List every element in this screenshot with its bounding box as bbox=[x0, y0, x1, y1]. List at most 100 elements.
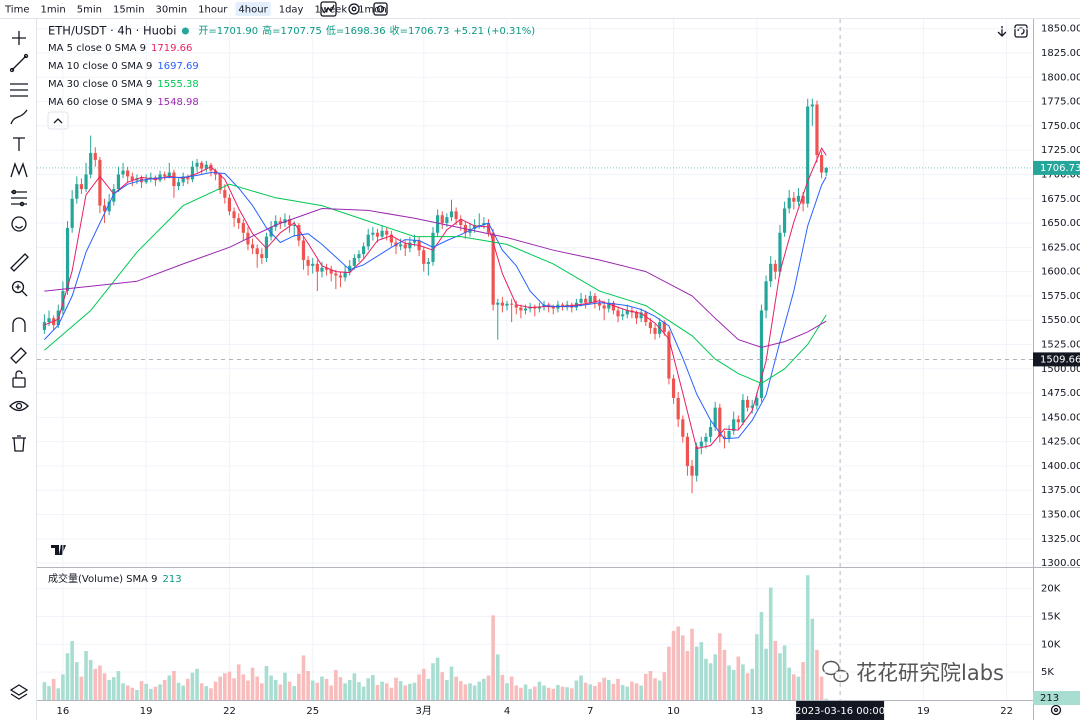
volume-bar bbox=[551, 688, 556, 700]
candle-body bbox=[662, 322, 666, 332]
volume-bar bbox=[477, 681, 482, 700]
scroll-down-button[interactable] bbox=[997, 26, 1007, 37]
volume-bar bbox=[768, 587, 773, 700]
volume-bar bbox=[320, 676, 324, 700]
interval-button[interactable]: Time bbox=[2, 2, 32, 16]
ma-line bbox=[44, 207, 827, 348]
interval-label: 4hour bbox=[238, 5, 268, 16]
interval-button[interactable]: 1week bbox=[311, 2, 350, 16]
tool-crosshair[interactable] bbox=[12, 31, 26, 45]
interval-button[interactable]: 1min bbox=[37, 2, 68, 16]
volume-bar bbox=[144, 683, 148, 700]
volume-bar bbox=[532, 686, 537, 700]
tool-lock[interactable] bbox=[12, 370, 26, 388]
ma-legend-name: MA 30 close 0 SMA 9 bbox=[48, 79, 152, 90]
tool-pattern[interactable] bbox=[10, 162, 28, 178]
volume-bar bbox=[98, 665, 102, 700]
candle-body bbox=[399, 244, 403, 247]
volume-bar bbox=[667, 646, 671, 700]
tool-zoom[interactable] bbox=[11, 280, 28, 297]
interval-button[interactable]: 4hour bbox=[235, 2, 271, 16]
volume-bar bbox=[630, 681, 634, 700]
candle-body bbox=[732, 419, 736, 431]
tool-prediction[interactable] bbox=[11, 189, 27, 207]
volume-bar bbox=[412, 682, 417, 700]
volume-bar bbox=[213, 681, 218, 700]
volume-tick-label: 10K bbox=[1041, 639, 1061, 650]
tool-visibility[interactable] bbox=[9, 400, 29, 412]
interval-button[interactable]: 15min bbox=[110, 2, 148, 16]
volume-bar bbox=[472, 685, 477, 700]
y-tick-label: 1350.00 bbox=[1041, 510, 1080, 521]
candle-body bbox=[690, 465, 694, 476]
interval-button[interactable]: 5min bbox=[74, 2, 105, 16]
volume-bar bbox=[310, 680, 315, 700]
candle-body bbox=[653, 327, 657, 334]
interval-button[interactable]: 1mon bbox=[355, 2, 390, 16]
candle-body bbox=[98, 159, 102, 206]
interval-button[interactable]: 1day bbox=[276, 2, 307, 16]
candle-body bbox=[611, 302, 616, 311]
volume-bar bbox=[565, 687, 569, 700]
candle-body bbox=[255, 248, 259, 255]
volume-bar bbox=[528, 688, 532, 700]
tool-magnet[interactable] bbox=[12, 317, 26, 332]
candle-body bbox=[625, 310, 629, 315]
volume-bar bbox=[792, 674, 796, 700]
volume-bar bbox=[84, 650, 88, 700]
candle-body bbox=[699, 441, 703, 447]
tool-lock-draw[interactable] bbox=[10, 347, 27, 364]
tool-trendline[interactable] bbox=[9, 53, 29, 73]
candle-body bbox=[815, 104, 819, 156]
x-tick-label: 22 bbox=[223, 706, 236, 717]
interval-label: 15min bbox=[113, 5, 145, 16]
candle-body bbox=[371, 232, 375, 235]
ohlc-value: 开=1701.90 bbox=[198, 26, 258, 37]
volume-bar bbox=[699, 642, 704, 700]
volume-bar bbox=[255, 676, 260, 700]
y-tick-label: 1850.00 bbox=[1041, 24, 1080, 35]
volume-bar bbox=[653, 678, 657, 700]
volume-bar bbox=[773, 640, 778, 700]
volume-bar bbox=[273, 679, 278, 700]
y-tick-label: 1725.00 bbox=[1041, 145, 1080, 156]
settings-gear[interactable] bbox=[1050, 704, 1062, 716]
watermark: 花花研究院labs bbox=[856, 661, 1004, 685]
screenshot-button[interactable] bbox=[373, 2, 388, 16]
candle-body bbox=[616, 310, 620, 317]
settings-button[interactable] bbox=[348, 3, 360, 15]
tool-fib[interactable] bbox=[10, 83, 28, 97]
tool-icons[interactable] bbox=[11, 216, 27, 232]
tool-ruler[interactable] bbox=[10, 253, 29, 272]
candle-body bbox=[796, 195, 801, 202]
tool-brush[interactable] bbox=[10, 109, 28, 125]
volume-bar bbox=[537, 681, 542, 700]
volume-bar bbox=[121, 683, 125, 700]
volume-bar bbox=[384, 683, 389, 700]
volume-bar bbox=[505, 683, 509, 700]
volume-bar bbox=[70, 640, 74, 700]
candle-body bbox=[722, 436, 727, 439]
volume-bar bbox=[514, 685, 519, 700]
candle-body bbox=[93, 153, 97, 160]
tool-delete[interactable] bbox=[12, 435, 26, 452]
volume-bar bbox=[523, 684, 528, 700]
layers-button[interactable] bbox=[9, 684, 29, 700]
interval-button[interactable]: 30min bbox=[153, 2, 191, 16]
y-tick-label: 1625.00 bbox=[1041, 242, 1080, 253]
candle-body bbox=[500, 302, 504, 306]
volume-bar bbox=[292, 686, 297, 700]
collapse-legend-button[interactable] bbox=[47, 111, 69, 130]
candle-body bbox=[454, 211, 458, 220]
indicator-button[interactable] bbox=[320, 1, 337, 17]
y-tick-label: 1600.00 bbox=[1041, 267, 1080, 278]
candle-body bbox=[496, 302, 500, 305]
interval-label: 1hour bbox=[198, 5, 228, 16]
tool-text[interactable] bbox=[13, 137, 25, 151]
interval-button[interactable]: 1hour bbox=[195, 2, 230, 16]
volume-bar bbox=[662, 672, 667, 700]
volume-bar bbox=[301, 655, 306, 700]
volume-bar bbox=[722, 649, 727, 700]
y-tick-label: 1800.00 bbox=[1041, 72, 1080, 83]
candle-body bbox=[769, 263, 773, 282]
